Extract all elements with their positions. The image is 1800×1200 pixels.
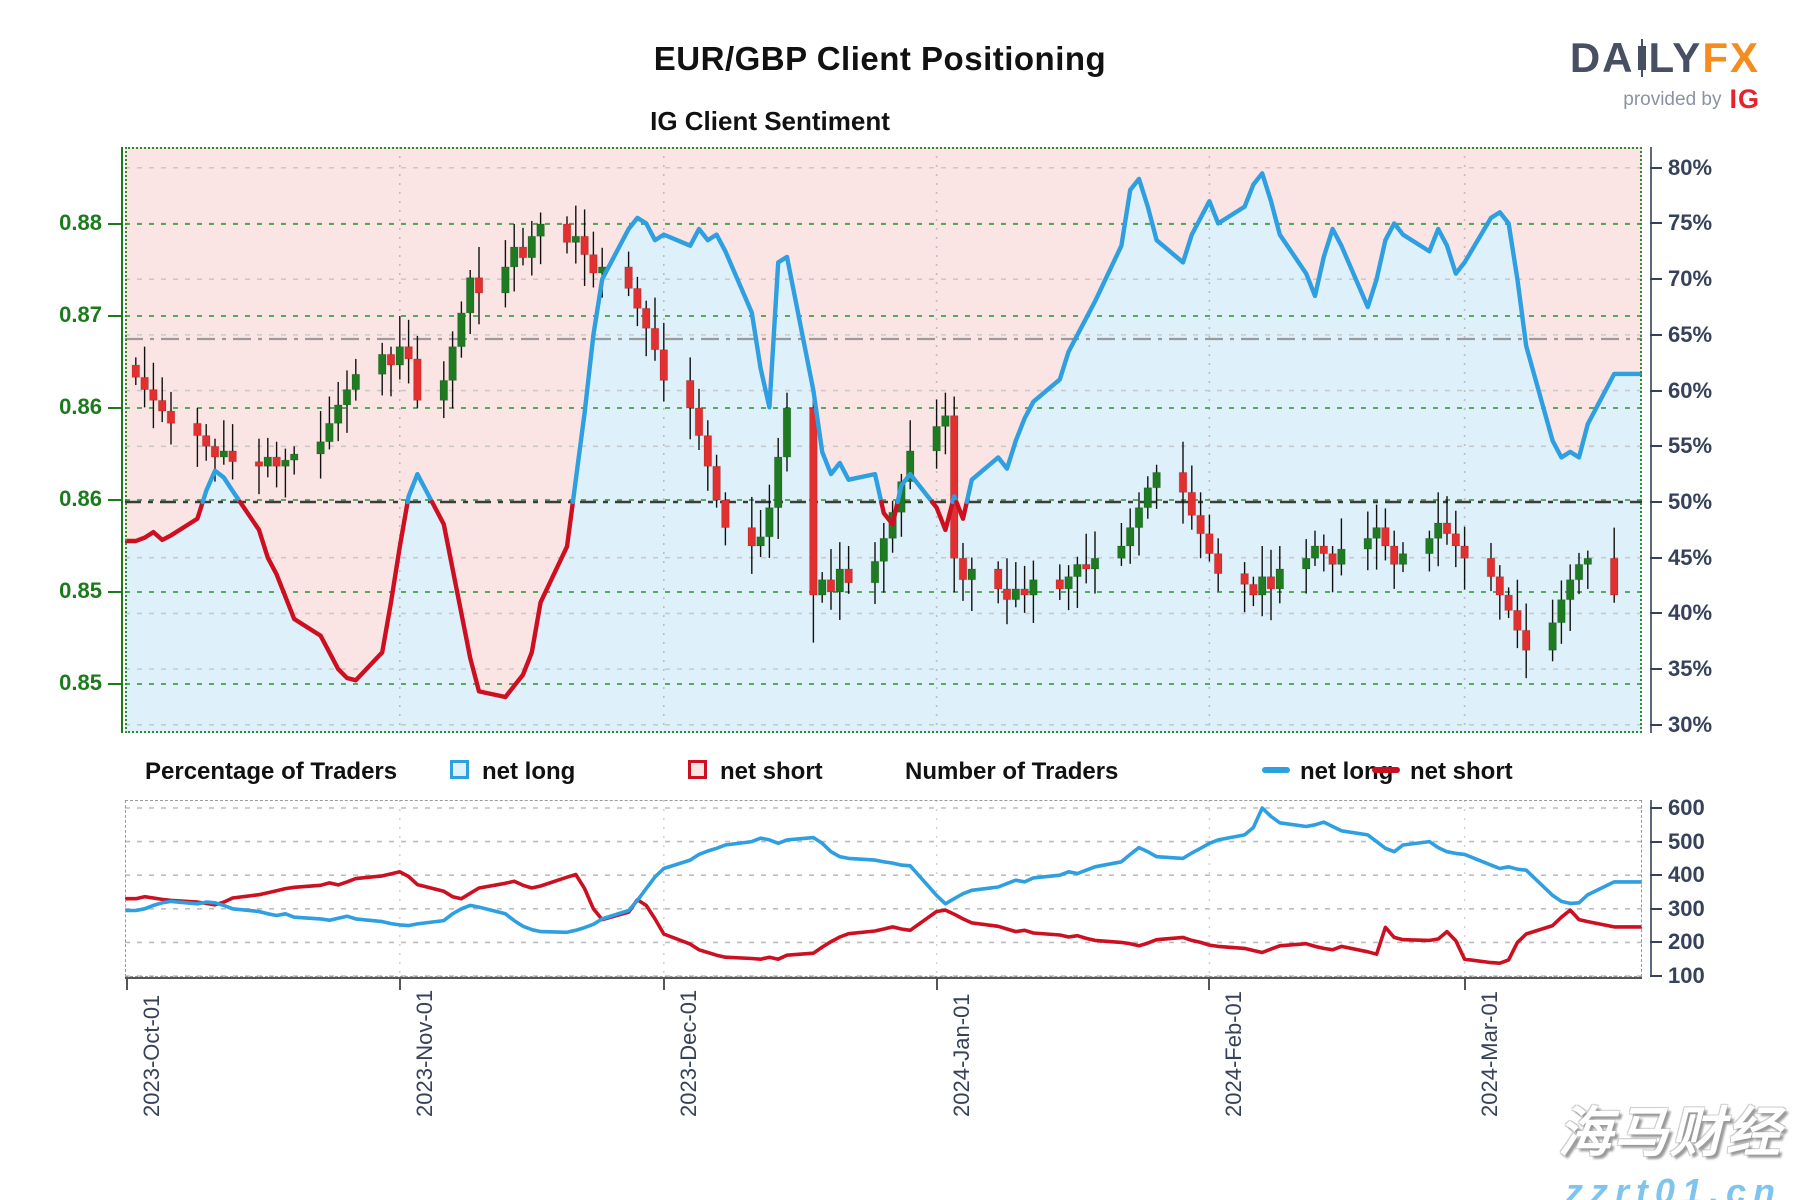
right-count-tick [1650, 807, 1662, 809]
right-count-tick [1650, 975, 1662, 977]
net-short-swatch-icon [688, 760, 707, 779]
right-count-axis-spine [1650, 800, 1652, 977]
right-pct-label: 40% [1668, 600, 1713, 626]
left-price-label: 0.85 [59, 669, 102, 695]
right-count-tick [1650, 941, 1662, 944]
right-pct-tick [1650, 278, 1662, 281]
main-chart-svg [125, 147, 1642, 733]
right-pct-tick [1650, 723, 1662, 726]
dailyfx-logo: DA LY FX provided by IG [1570, 36, 1760, 115]
left-price-tick [108, 590, 122, 593]
legend-pct-net-long: net long [482, 758, 576, 785]
right-pct-tick [1650, 668, 1662, 671]
bottom-month-tick [1208, 977, 1211, 990]
watermark-line1: 海马财经 [1558, 1103, 1782, 1163]
legend-number-label: Number of Traders [905, 758, 1119, 785]
right-count-label: 500 [1668, 828, 1705, 854]
left-price-label: 0.85 [59, 577, 102, 603]
right-count-label: 200 [1668, 929, 1705, 955]
right-pct-label: 30% [1668, 711, 1713, 737]
right-pct-label: 65% [1668, 321, 1713, 347]
bottom-month-tick [398, 977, 401, 990]
right-count-label: 100 [1668, 963, 1705, 988]
right-pct-label: 35% [1668, 656, 1713, 682]
right-pct-label: 55% [1668, 433, 1713, 459]
ig-logo: IG [1729, 84, 1760, 114]
right-pct-tick [1650, 445, 1662, 448]
right-pct-label: 70% [1668, 266, 1713, 292]
left-price-tick [108, 406, 122, 409]
logo-ly: LY [1648, 34, 1703, 81]
right-pct-tick [1650, 333, 1662, 336]
net-long-line-icon [1262, 767, 1290, 773]
candlestick-icon [1637, 39, 1646, 77]
x-axis-date-label: 2023-Dec-01 [675, 989, 701, 1117]
left-price-axis-spine [121, 147, 123, 733]
provided-by: provided by IG [1570, 84, 1760, 115]
right-count-tick [1650, 840, 1662, 843]
bottom-month-tick [662, 977, 665, 990]
chart-subtitle: IG Client Sentiment [650, 106, 890, 136]
right-pct-tick [1650, 166, 1662, 169]
bottom-month-tick [935, 977, 938, 990]
legend-pct-net-short: net short [720, 758, 823, 785]
left-price-label: 0.87 [59, 301, 102, 327]
right-pct-label: 50% [1668, 489, 1713, 514]
bottom-x-axis-spine [125, 977, 1642, 979]
left-price-label: 0.86 [59, 485, 102, 511]
right-count-label: 400 [1668, 862, 1705, 888]
trader-count-chart [123, 800, 1644, 977]
left-price-tick [108, 314, 122, 317]
left-price-tick [108, 682, 122, 685]
right-pct-axis-spine [1650, 147, 1652, 733]
bottom-month-tick [126, 977, 128, 990]
bottom-chart-svg [123, 800, 1644, 977]
bottom-month-tick [1463, 977, 1466, 990]
right-pct-tick [1650, 389, 1662, 392]
provided-by-text: provided by [1623, 88, 1722, 110]
right-pct-label: 75% [1668, 210, 1713, 236]
right-count-label: 600 [1668, 795, 1705, 820]
watermark-line2: zzrt01.cn [1564, 1171, 1782, 1200]
x-axis-date-label: 2024-Feb-01 [1221, 991, 1247, 1117]
legend-num-net-short: net short [1410, 758, 1513, 785]
price-sentiment-chart [125, 147, 1642, 733]
right-count-tick [1650, 907, 1662, 910]
net-long-swatch-icon [450, 760, 469, 779]
dailyfx-logo-text: DA LY FX [1570, 36, 1760, 80]
right-pct-label: 80% [1668, 154, 1713, 180]
legend-percentage-label: Percentage of Traders [145, 758, 398, 785]
right-pct-tick [1650, 612, 1662, 615]
right-count-tick [1650, 874, 1662, 877]
logo-da: DA [1569, 34, 1635, 81]
x-axis-date-label: 2023-Oct-01 [139, 994, 164, 1117]
net-short-line-icon [1372, 767, 1400, 773]
left-price-label: 0.86 [59, 393, 102, 419]
page-title: EUR/GBP Client Positioning [653, 40, 1107, 77]
right-pct-tick [1650, 222, 1662, 225]
right-pct-label: 60% [1668, 377, 1713, 403]
right-pct-tick [1650, 556, 1662, 559]
left-price-tick [108, 498, 122, 501]
logo-fx: FX [1702, 34, 1760, 81]
x-axis-date-label: 2024-Jan-01 [948, 993, 974, 1117]
legend: Percentage of Traders net long net short… [0, 752, 1800, 794]
right-pct-label: 45% [1668, 544, 1713, 570]
left-price-tick [108, 223, 122, 225]
x-axis-date-label: 2023-Nov-01 [411, 989, 437, 1117]
right-pct-tick [1650, 501, 1662, 503]
left-price-label: 0.88 [59, 210, 102, 235]
right-count-label: 300 [1668, 895, 1705, 921]
watermark: 海马财经 zzrt01.cn [1482, 1088, 1782, 1200]
